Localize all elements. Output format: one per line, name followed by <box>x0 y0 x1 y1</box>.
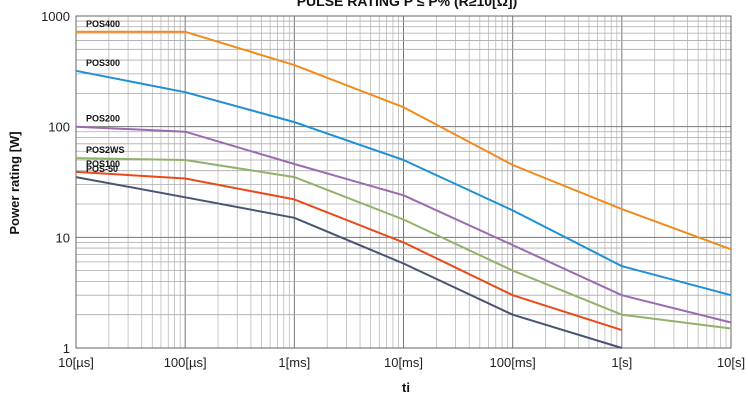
series-label-pos400: POS400 <box>86 19 120 29</box>
y-tick-label: 1000 <box>41 9 70 24</box>
x-tick-label: 10[s] <box>717 355 745 370</box>
series-line-pos200 <box>75 125 732 324</box>
x-tick-label: 10[µs] <box>58 355 94 370</box>
plot-frame <box>75 15 732 349</box>
y-axis-label: Power rating [W] <box>7 131 22 234</box>
series-line-pos-50 <box>75 176 623 349</box>
series-label-pos200: POS200 <box>86 114 120 124</box>
x-tick-label: 1[ms] <box>278 355 310 370</box>
series-line-pos100 <box>75 170 623 332</box>
series-line-pos400 <box>76 30 732 251</box>
series-layer <box>75 30 732 349</box>
series-label-pos2ws: POS2WS <box>86 145 125 155</box>
y-tick-label: 1 <box>63 341 70 356</box>
x-tick-label: 1[s] <box>611 355 632 370</box>
x-tick-labels: 10[µs] 100[µs] 1[ms] 10[ms] 100[ms] 1[s] 10[s] <box>58 355 745 370</box>
series-label-pos100: POS100 <box>86 159 120 169</box>
series-line-pos2ws <box>75 157 732 330</box>
x-tick-label: 10[ms] <box>384 355 423 370</box>
y-tick-labels: 1 10 100 1000 <box>41 9 70 356</box>
x-axis-label: ti <box>402 380 410 395</box>
x-tick-label: 100[µs] <box>164 355 207 370</box>
series-label-pos-50: POS-50 <box>86 164 118 174</box>
series-line-pos300 <box>75 69 732 297</box>
y-tick-label: 10 <box>56 230 70 245</box>
x-tick-label: 100[ms] <box>490 355 536 370</box>
series-label-pos300: POS300 <box>86 58 120 68</box>
y-tick-label: 100 <box>48 120 70 135</box>
chart-title: PULSE RATING P ≤ P% (R≥10[Ω]) <box>297 0 518 9</box>
